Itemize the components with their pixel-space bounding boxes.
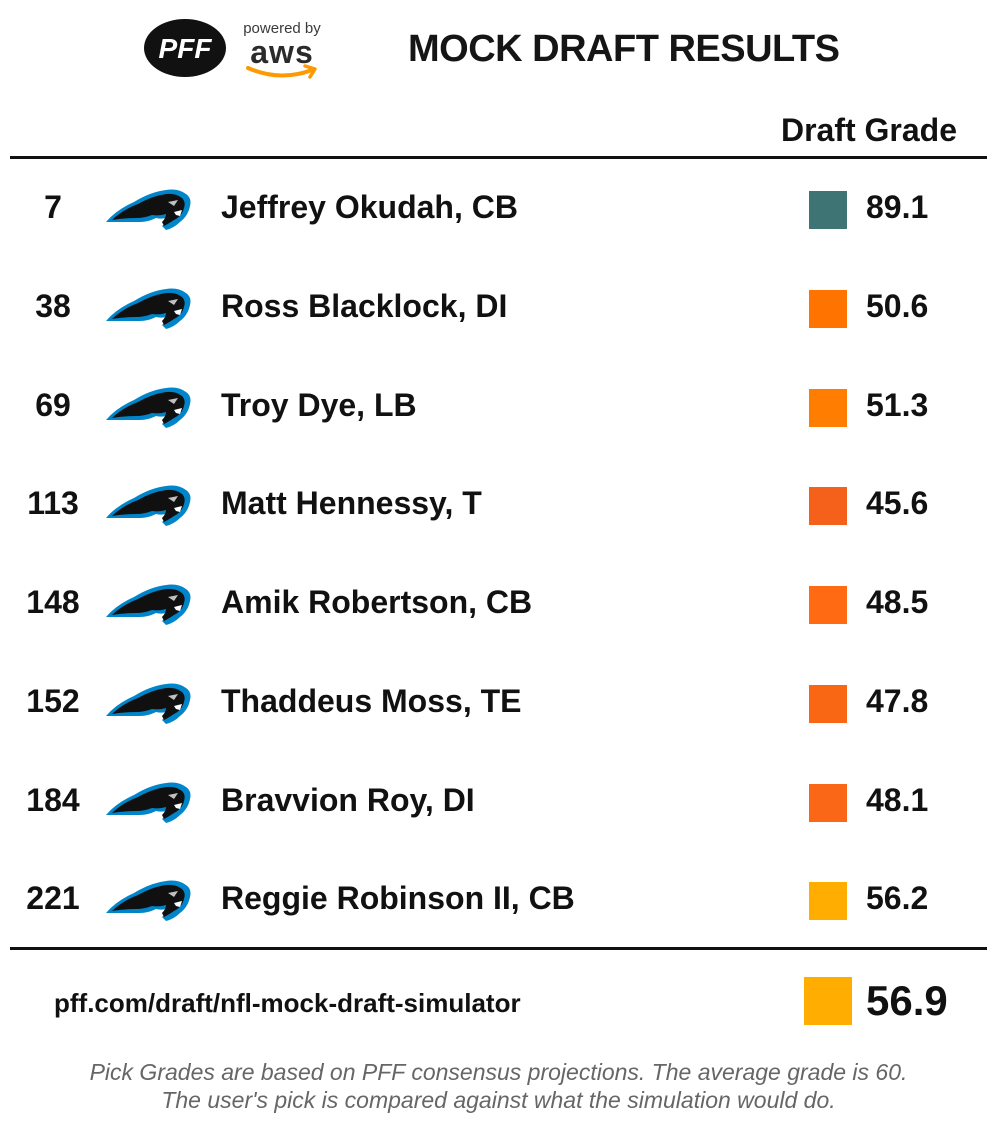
panthers-logo-icon [106, 387, 191, 428]
picks-list: 7 Jeffrey Okudah, CB 89.1 38 Ross Blacklock,… [0, 160, 997, 950]
pick-number: 69 [35, 386, 71, 423]
grade-swatch [809, 487, 847, 526]
grade-swatch [809, 586, 847, 624]
draft-grade: 47.8 [866, 682, 929, 719]
grade-swatch [809, 882, 847, 921]
draft-grade: 48.1 [866, 781, 929, 818]
pick-row: 38 Ross Blacklock, DI 50.6 [0, 259, 997, 358]
pick-row: 221 Reggie Robinson II, CB 56.2 [0, 851, 997, 950]
draft-grade: 56.2 [866, 880, 929, 917]
pick-row: 184 Bravvion Roy, DI 48.1 [0, 753, 997, 852]
aws-logo: powered by aws [232, 20, 332, 84]
footnote: Pick Grades are based on PFF consensus p… [0, 1058, 997, 1114]
player-name: Jeffrey Okudah, CB [221, 189, 518, 225]
aws-powered-label: powered by [243, 20, 321, 37]
panthers-logo-icon [106, 584, 191, 625]
panthers-logo-icon [106, 683, 191, 724]
player-name: Bravvion Roy, DI [221, 781, 475, 818]
draft-grade: 45.6 [866, 485, 929, 522]
pff-logo-text: PFF [159, 33, 213, 64]
player-name: Reggie Robinson II, CB [221, 880, 575, 917]
pick-row: 7 Jeffrey Okudah, CB 89.1 [0, 160, 997, 259]
pick-number: 221 [26, 880, 80, 917]
draft-grade: 51.3 [866, 386, 929, 423]
aws-wordmark: aws [250, 34, 314, 70]
panthers-logo-icon [106, 189, 191, 230]
pick-number: 113 [27, 485, 79, 522]
header: PFF powered by aws MOCK DRAFT RESULTS [0, 0, 997, 100]
overall-grade: 56.9 [866, 977, 948, 1024]
pick-row: 69 Troy Dye, LB 51.3 [0, 358, 997, 457]
panthers-logo-icon [106, 288, 191, 329]
player-name: Amik Robertson, CB [221, 584, 533, 620]
footnote-line-2: The user's pick is compared against what… [161, 1087, 836, 1113]
player-name: Matt Hennessy, T [221, 485, 482, 522]
aws-smile-icon [246, 64, 317, 79]
pick-number: 7 [44, 189, 62, 225]
pick-row: 148 Amik Robertson, CB 48.5 [0, 555, 997, 654]
panthers-logo-icon [106, 782, 191, 823]
pick-number: 38 [35, 287, 71, 324]
simulator-link[interactable]: pff.com/draft/nfl-mock-draft-simulator [54, 988, 521, 1018]
grade-column-header: Draft Grade [780, 112, 957, 148]
grade-swatch [809, 289, 847, 328]
bottom-divider [10, 947, 987, 950]
top-divider [10, 156, 987, 159]
pick-number: 152 [26, 682, 80, 719]
player-name: Troy Dye, LB [221, 386, 417, 423]
grade-swatch [809, 783, 847, 822]
grade-swatch [809, 191, 847, 229]
player-name: Thaddeus Moss, TE [221, 682, 522, 719]
draft-grade: 89.1 [866, 189, 929, 225]
footnote-line-1: Pick Grades are based on PFF consensus p… [89, 1059, 908, 1085]
pick-number: 184 [26, 781, 80, 818]
pick-row: 152 Thaddeus Moss, TE 47.8 [0, 654, 997, 753]
grade-swatch [809, 684, 847, 723]
panthers-logo-icon [106, 880, 191, 922]
panthers-logo-icon [106, 485, 191, 527]
pff-logo-icon: PFF [144, 19, 226, 77]
draft-grade: 50.6 [866, 287, 929, 324]
page-title: MOCK DRAFT RESULTS [408, 28, 840, 70]
pick-row: 113 Matt Hennessy, T 45.6 [0, 456, 997, 555]
player-name: Ross Blacklock, DI [221, 287, 508, 324]
pick-number: 148 [26, 584, 80, 620]
draft-grade: 48.5 [866, 584, 929, 620]
grade-swatch [809, 388, 847, 427]
overall-grade-swatch [804, 977, 852, 1025]
